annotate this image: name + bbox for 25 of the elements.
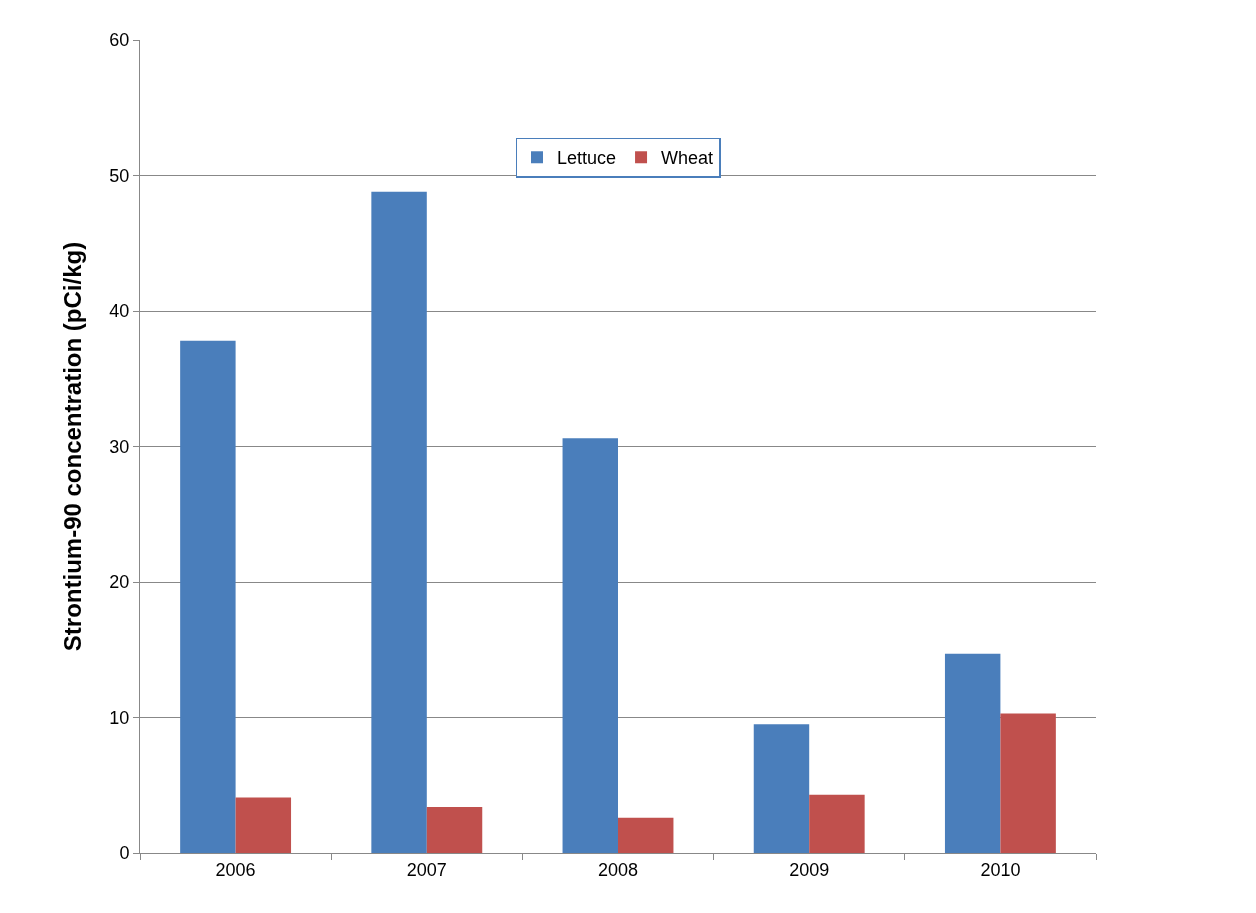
bar — [180, 340, 236, 853]
bar — [426, 806, 483, 853]
y-tick-label: 10 — [109, 707, 130, 728]
x-tick-label: 2010 — [980, 859, 1021, 880]
bar — [562, 438, 618, 853]
y-tick-label: 0 — [119, 843, 130, 864]
y-tick-label: 30 — [109, 436, 130, 457]
y-axis-title: Strontium-90 concentration (pCi/kg) — [59, 241, 87, 652]
x-tick-label: 2009 — [789, 859, 830, 880]
bar — [618, 817, 674, 853]
y-tick-label: 40 — [109, 301, 130, 322]
x-tick-label: 2007 — [406, 859, 447, 880]
bar — [809, 794, 865, 853]
bar — [753, 724, 810, 853]
bar — [371, 191, 427, 853]
legend-label: Wheat — [661, 148, 714, 169]
y-tick-label: 50 — [109, 165, 130, 186]
x-tick-label: 2006 — [215, 859, 256, 880]
x-tick-label: 2008 — [597, 859, 639, 880]
y-tick-label: 60 — [109, 30, 130, 51]
bar — [944, 653, 1001, 853]
bar — [235, 797, 292, 853]
bar — [1000, 713, 1056, 853]
y-tick-label: 20 — [109, 572, 130, 593]
legend-label: Lettuce — [557, 148, 617, 169]
